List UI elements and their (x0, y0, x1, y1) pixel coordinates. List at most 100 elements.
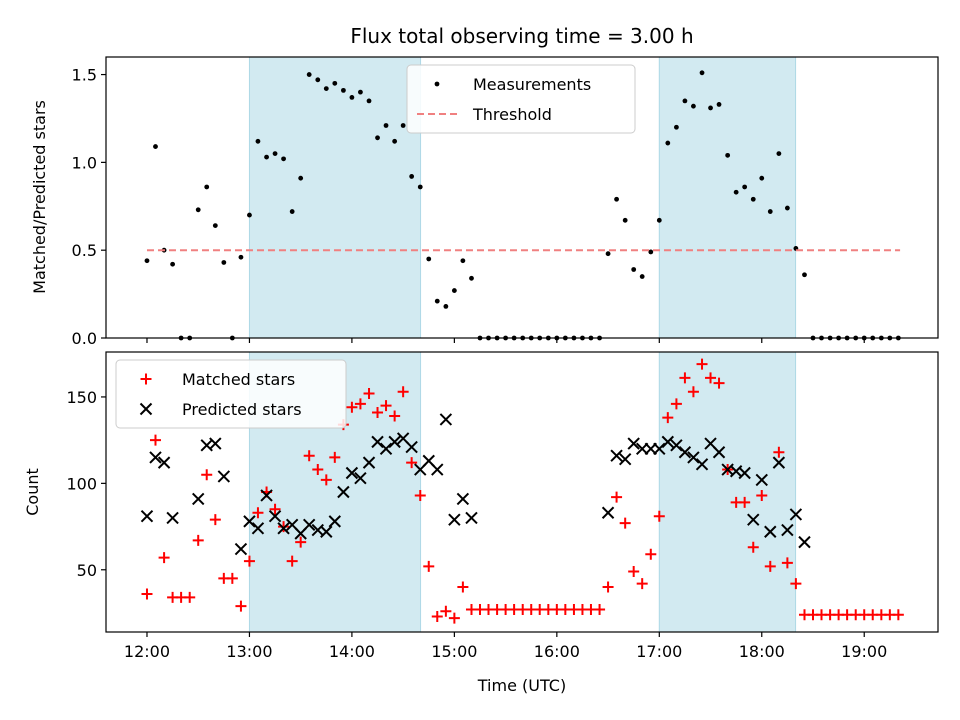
data-point (221, 260, 227, 265)
data-point (695, 458, 709, 471)
data-point (789, 508, 803, 521)
data-point (738, 466, 751, 480)
data-point (469, 275, 474, 281)
data-point (456, 492, 470, 506)
data-point (417, 184, 423, 190)
data-point (144, 258, 150, 264)
data-point (764, 560, 776, 572)
legend-label: Measurements (473, 75, 591, 94)
data-point (610, 449, 623, 462)
data-point (682, 98, 688, 104)
data-point (354, 398, 366, 410)
data-point (716, 102, 722, 107)
x-tick-label: 16:00 (534, 642, 580, 661)
data-point (622, 217, 628, 223)
data-point (315, 77, 321, 83)
data-point (687, 451, 700, 464)
data-point (687, 386, 699, 398)
x-tick-label: 17:00 (636, 642, 682, 661)
data-point (268, 509, 282, 523)
data-point (699, 70, 705, 76)
data-point (375, 135, 380, 141)
data-point (201, 469, 213, 481)
data-point (306, 72, 312, 77)
data-point (252, 507, 264, 519)
legend-label: Matched stars (182, 370, 295, 389)
top-y-axis-label: Matched/Predicted stars (30, 100, 49, 294)
data-point (628, 566, 640, 578)
data-point (328, 515, 342, 528)
data-point (217, 470, 231, 483)
data-point (141, 588, 153, 600)
data-point (708, 105, 713, 111)
y-tick-label: 50 (77, 561, 97, 580)
top-panel: 0.0 0.5 1.0 1.5 Measurements Threshold (72, 56, 939, 348)
legend-swatch (139, 402, 153, 416)
data-point (209, 514, 221, 526)
data-point (379, 442, 393, 455)
data-point (465, 511, 478, 525)
data-point (303, 450, 315, 462)
data-point (802, 272, 807, 278)
data-point (747, 513, 760, 526)
data-point (434, 298, 440, 304)
data-point (776, 151, 782, 156)
data-point (653, 442, 666, 455)
data-point (426, 256, 432, 262)
data-point (278, 521, 290, 533)
data-point (679, 372, 691, 384)
data-point (678, 446, 692, 459)
data-point (602, 581, 614, 593)
x-tick-label: 19:00 (841, 642, 887, 661)
data-point (631, 267, 637, 272)
data-point (781, 523, 794, 537)
data-point (264, 154, 269, 160)
data-point (662, 412, 674, 424)
data-point (341, 87, 346, 93)
data-point (192, 492, 205, 506)
data-point (790, 578, 802, 590)
data-point (653, 510, 665, 522)
y-tick-label: 0.0 (72, 329, 97, 348)
data-point (157, 456, 171, 469)
data-point (243, 515, 256, 528)
data-point (601, 506, 615, 519)
data-point (784, 205, 790, 211)
legend-box (406, 64, 636, 134)
data-point (289, 209, 295, 214)
data-point (337, 485, 350, 499)
chart-title: Flux total observing time = 3.00 h (350, 24, 693, 48)
data-point (764, 525, 777, 538)
legend-box (115, 359, 347, 429)
data-point (739, 496, 751, 508)
data-point (594, 604, 606, 616)
data-point (759, 175, 765, 181)
data-point (400, 123, 406, 128)
data-point (392, 138, 398, 144)
data-point (209, 437, 222, 450)
data-point (372, 406, 384, 418)
data-point (406, 457, 418, 469)
data-point (397, 386, 409, 398)
data-point (781, 557, 793, 569)
data-point (423, 560, 435, 572)
data-point (409, 174, 415, 179)
data-point (286, 555, 298, 567)
data-point (614, 196, 619, 202)
shaded-region (658, 351, 797, 633)
data-point (158, 552, 170, 564)
y-tick-label: 100 (66, 474, 97, 493)
shaded-region (248, 56, 422, 339)
data-point (192, 534, 204, 546)
x-tick-label: 12:00 (124, 642, 170, 661)
data-point (243, 555, 255, 567)
data-point (362, 456, 376, 469)
data-point (298, 175, 304, 181)
data-point (742, 184, 748, 190)
data-point (772, 456, 786, 469)
data-point (674, 124, 679, 130)
data-point (363, 387, 375, 399)
data-point (371, 435, 384, 449)
x-axis-label: Time (UTC) (477, 676, 566, 695)
data-point (648, 249, 654, 255)
